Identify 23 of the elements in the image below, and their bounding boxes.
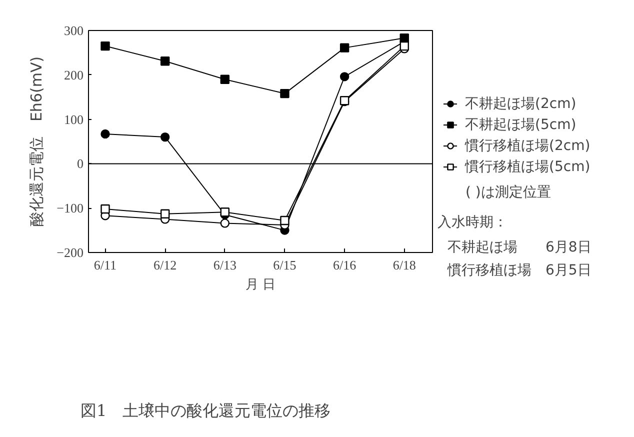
text: ( )は測定位置 bbox=[466, 184, 551, 200]
legend-label: 不耕起ほ場(2cm) bbox=[465, 94, 576, 114]
x-tick-label: 6/12 bbox=[154, 258, 177, 272]
text: 不耕起ほ場 6月8日 bbox=[448, 240, 592, 256]
legend-label: 不耕起ほ場(5cm) bbox=[465, 116, 576, 134]
y-tick-label: −200 bbox=[56, 245, 84, 260]
y-tick-label: 100 bbox=[64, 112, 84, 127]
text: 図1 土壌中の酸化還元電位の推移 bbox=[80, 401, 331, 420]
x-tick-label: 6/18 bbox=[392, 258, 416, 272]
x-tick-label: 6/11 bbox=[94, 258, 117, 272]
y-tick-label: 0 bbox=[77, 156, 84, 172]
y-tick-label: 300 bbox=[64, 23, 84, 38]
y-axis-title: 酸化還元電位 Eh6(mV) bbox=[28, 56, 46, 227]
x-tick-label: 6/13 bbox=[213, 258, 236, 272]
legend-label: 慣行移植ほ場(2cm) bbox=[465, 136, 590, 156]
y-tick-label: −100 bbox=[56, 200, 84, 216]
text: 入水時期： bbox=[438, 214, 508, 230]
legend-label: 慣行移植ほ場(5cm) bbox=[465, 158, 590, 176]
x-tick-label: 6/15 bbox=[273, 258, 296, 272]
text: 慣行移植ほ場 6月5日 bbox=[446, 262, 592, 278]
y-tick-label: 200 bbox=[64, 67, 84, 82]
x-tick-label: 6/16 bbox=[333, 258, 357, 272]
x-axis-title: 月 日 bbox=[245, 278, 276, 292]
